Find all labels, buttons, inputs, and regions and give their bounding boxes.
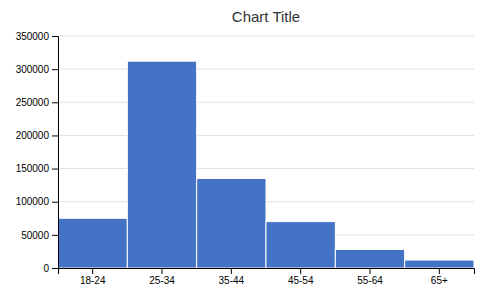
tick: 0 <box>43 263 58 274</box>
tick-label: 250000 <box>16 97 50 108</box>
axis-domain <box>52 37 59 269</box>
grid-line <box>58 168 474 169</box>
tick-label: 350000 <box>16 31 50 42</box>
chart: 0 50000 100000 150000 200000 250000 300000 3500… <box>0 0 490 298</box>
tick-label: 300000 <box>16 64 50 75</box>
tick: 65+ <box>431 268 448 286</box>
tick-mark <box>439 268 440 274</box>
tick-mark <box>52 135 58 136</box>
tick-mark <box>52 69 58 70</box>
tick-label: 35-44 <box>219 275 245 286</box>
tick: 35-44 <box>219 268 245 286</box>
tick: 45-54 <box>288 268 314 286</box>
bar <box>266 222 335 268</box>
grid-line <box>58 102 474 103</box>
tick-mark <box>92 268 93 274</box>
chart-title: Chart Title <box>232 8 300 25</box>
grid-line <box>58 69 474 70</box>
tick-mark <box>52 202 58 203</box>
tick-label: 55-64 <box>357 275 383 286</box>
tick: 50000 <box>21 230 58 241</box>
bar <box>405 260 474 268</box>
grid-line <box>58 36 474 37</box>
grid <box>58 36 474 268</box>
tick-mark <box>300 268 301 274</box>
grid-line <box>58 135 474 136</box>
tick: 250000 <box>16 97 58 108</box>
bar <box>197 179 266 268</box>
tick-mark <box>52 169 58 170</box>
tick: 200000 <box>16 130 58 141</box>
tick-label: 150000 <box>16 163 50 174</box>
tick-label: 65+ <box>431 275 448 286</box>
tick: 55-64 <box>357 268 383 286</box>
tick-mark <box>162 268 163 274</box>
tick-mark <box>231 268 232 274</box>
tick: 300000 <box>16 64 58 75</box>
tick: 25-34 <box>149 268 175 286</box>
tick: 350000 <box>16 31 58 42</box>
x-axis: 18-24 25-34 35-44 45-54 55-64 65+ <box>59 268 475 286</box>
tick-mark <box>52 268 58 269</box>
tick-label: 0 <box>43 263 49 274</box>
y-axis: 0 50000 100000 150000 200000 250000 300000 3500… <box>16 31 59 274</box>
tick-mark <box>52 102 58 103</box>
tick-label: 25-34 <box>149 275 175 286</box>
tick-mark <box>52 235 58 236</box>
tick-label: 50000 <box>21 230 49 241</box>
tick: 100000 <box>16 196 58 207</box>
tick: 18-24 <box>80 268 106 286</box>
tick-label: 100000 <box>16 196 50 207</box>
tick: 150000 <box>16 163 58 174</box>
bar <box>58 218 127 268</box>
tick-mark <box>52 36 58 37</box>
bar <box>127 61 196 268</box>
tick-label: 45-54 <box>288 275 314 286</box>
plot-area: 0 50000 100000 150000 200000 250000 300000 3500… <box>16 31 475 286</box>
tick-label: 18-24 <box>80 275 106 286</box>
bars <box>58 61 474 268</box>
axis-domain <box>59 269 475 275</box>
bar <box>335 249 404 268</box>
tick-label: 200000 <box>16 130 50 141</box>
tick-mark <box>370 268 371 274</box>
